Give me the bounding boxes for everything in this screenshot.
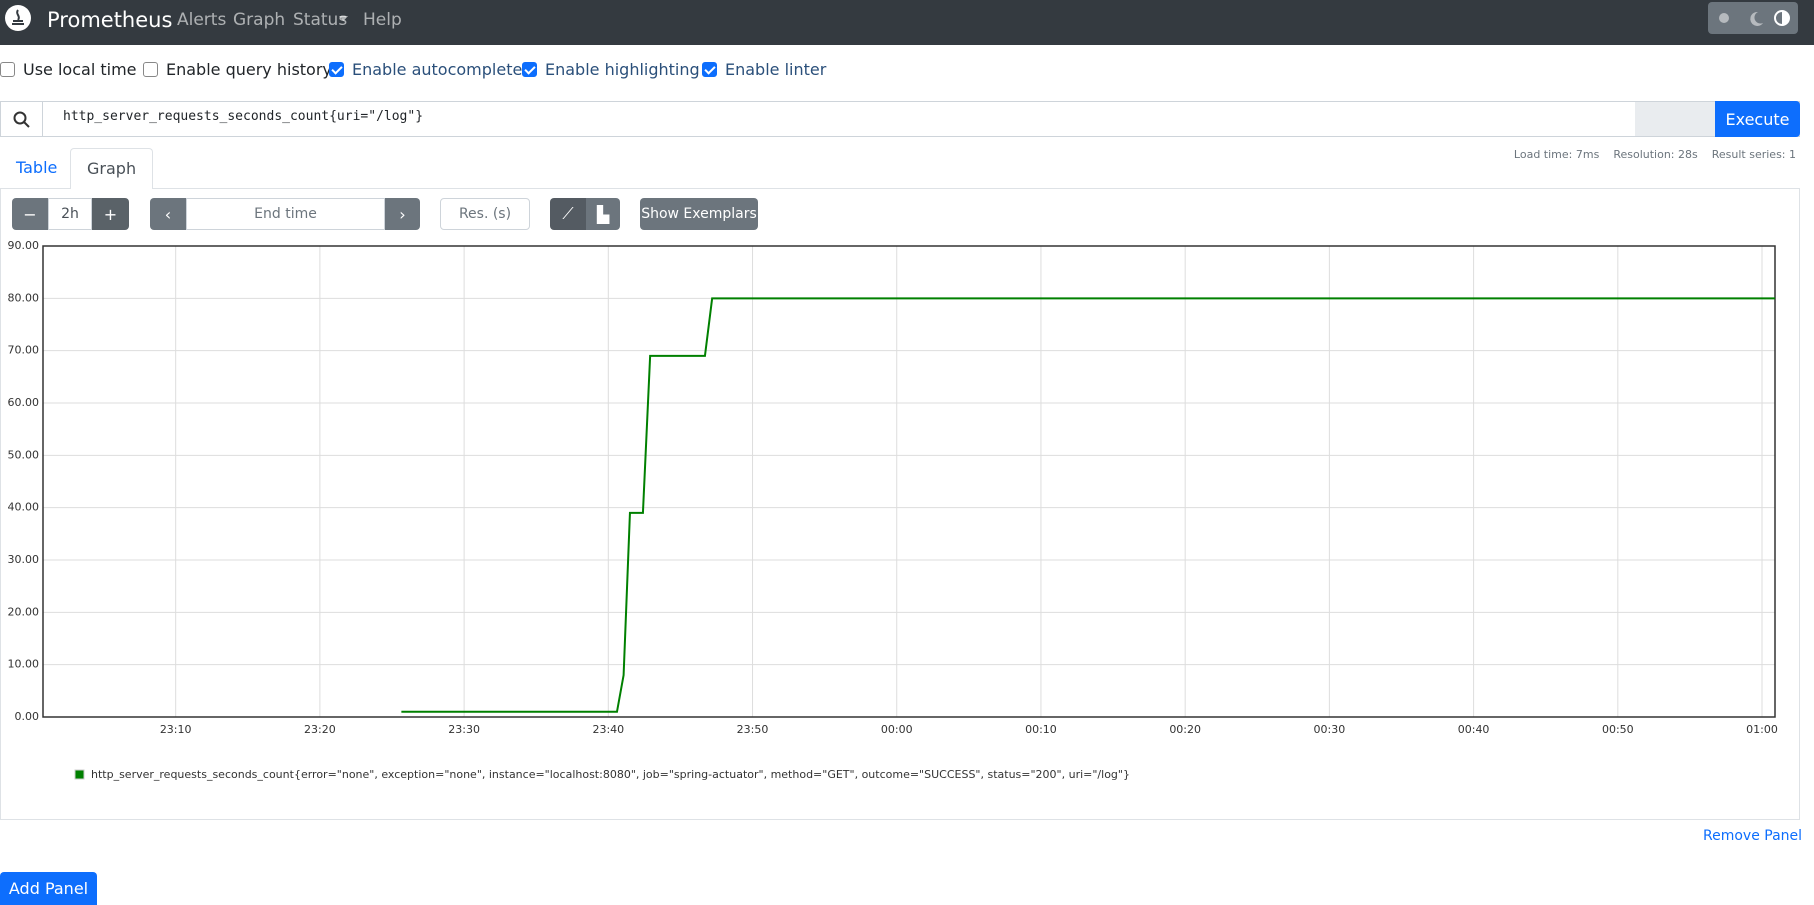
x-tick-label: 00:50	[1602, 723, 1634, 736]
theme-toggle[interactable]	[1708, 2, 1798, 34]
option-label: Enable linter	[725, 60, 827, 79]
checkbox[interactable]	[0, 62, 15, 77]
option[interactable]: Enable highlighting	[522, 60, 700, 79]
time-forward[interactable]: ›	[385, 198, 420, 230]
line-mode[interactable]: ⟋	[550, 198, 586, 230]
end-time-input[interactable]: End time	[186, 198, 385, 230]
x-tick-label: 00:20	[1169, 723, 1201, 736]
nav-link[interactable]: Graph	[233, 10, 286, 30]
query-input[interactable]: http_server_requests_seconds_count{uri="…	[63, 109, 424, 124]
search-icon	[13, 111, 30, 128]
checkbox[interactable]	[329, 62, 344, 77]
stat: Resolution: 28s	[1613, 148, 1698, 161]
y-tick-label: 30.00	[8, 553, 40, 566]
series-line	[401, 297, 1775, 713]
logo	[5, 5, 31, 31]
x-tick-label: 23:50	[737, 723, 769, 736]
checkbox[interactable]	[143, 62, 158, 77]
y-tick-label: 20.00	[8, 605, 40, 618]
range-minus[interactable]: −	[12, 198, 48, 230]
theme-icons	[1719, 10, 1790, 26]
tool-buttons[interactable]	[1635, 102, 1715, 136]
graph-panel	[0, 188, 1800, 820]
option[interactable]: Use local time	[0, 60, 137, 79]
remove-panel[interactable]: Remove Panel	[1703, 828, 1803, 844]
y-tick-label: 0.00	[15, 710, 40, 723]
divider	[42, 102, 43, 136]
y-tick-label: 60.00	[8, 396, 40, 409]
option-label: Enable query history	[166, 60, 332, 79]
range-plus[interactable]: +	[92, 198, 129, 230]
dropdown-caret	[339, 16, 348, 21]
x-tick-label: 01:00	[1746, 723, 1778, 736]
x-tick-label: 00:10	[1025, 723, 1057, 736]
nav-link[interactable]: Alerts	[177, 10, 227, 30]
y-tick-label: 50.00	[8, 448, 40, 461]
time-back[interactable]: ‹	[150, 198, 186, 230]
checkbox[interactable]	[522, 62, 537, 77]
chart: 0.00 10.00 20.00 30.00 40.00 50.00 60.00 70.00 8…	[8, 239, 1778, 781]
y-tick-label: 80.00	[8, 291, 40, 304]
y-tick-label: 10.00	[8, 658, 40, 671]
brand[interactable]: Prometheus	[47, 8, 173, 32]
x-tick-label: 00:00	[881, 723, 913, 736]
x-tick-label: 23:30	[448, 723, 480, 736]
plot-border	[42, 245, 1776, 718]
legend-label: http_server_requests_seconds_count{error…	[91, 768, 1130, 781]
y-tick-label: 40.00	[8, 501, 40, 514]
option-label: Enable highlighting	[545, 60, 700, 79]
x-tick-label: 00:30	[1314, 723, 1346, 736]
nav-link[interactable]: Status	[293, 10, 348, 30]
checkbox[interactable]	[702, 62, 717, 77]
tab[interactable]: Graph	[70, 148, 154, 189]
stacked-mode[interactable]: ▙	[586, 198, 620, 230]
y-tick-label: 90.00	[8, 239, 40, 252]
option[interactable]: Enable query history	[143, 60, 332, 79]
query-stats: Load time: 7ms Resolution: 28s Result se…	[1514, 148, 1796, 161]
option-label: Use local time	[23, 60, 137, 79]
tab[interactable]: Table	[16, 158, 58, 177]
resolution-input[interactable]: Res. (s)	[440, 198, 530, 230]
legend-swatch	[74, 769, 85, 780]
nav-link[interactable]: Help	[363, 10, 402, 30]
x-tick-label: 23:10	[160, 723, 192, 736]
x-tick-label: 00:40	[1458, 723, 1490, 736]
range-input[interactable]: 2h	[48, 198, 92, 230]
x-tick-label: 23:40	[592, 723, 624, 736]
add-panel[interactable]: Add Panel	[0, 872, 97, 905]
option[interactable]: Enable linter	[702, 60, 826, 79]
x-tick-label: 23:20	[304, 723, 336, 736]
option[interactable]: Enable autocomplete	[329, 60, 522, 79]
stat: Load time: 7ms	[1513, 148, 1600, 161]
execute-button[interactable]: Execute	[1715, 101, 1800, 137]
exemplars-button[interactable]: Show Exemplars	[640, 198, 758, 230]
stat: Result series: 1	[1711, 148, 1796, 161]
navbar: Prometheus Alerts Graph Status Help	[0, 0, 1814, 45]
y-tick-label: 70.00	[8, 344, 40, 357]
option-label: Enable autocomplete	[352, 60, 523, 79]
